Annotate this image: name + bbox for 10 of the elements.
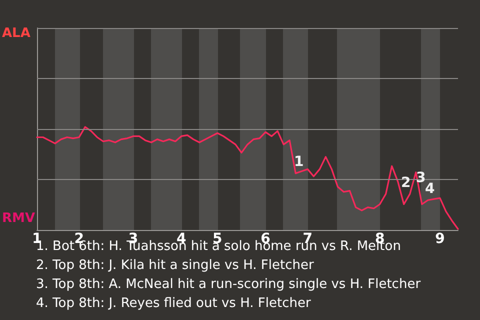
text: 3. Top 8th: A. McNeal hit a run-scoring single vs H. Fletcher <box>36 277 422 292</box>
annotation: 1 <box>294 154 304 170</box>
annotation: 3 <box>416 170 426 186</box>
annotation: 4 <box>425 181 435 197</box>
text: RMV <box>2 211 36 226</box>
x-tick-label: 9 <box>435 231 445 247</box>
text: 2. Top 8th: J. Kila hit a single vs H. Fletcher <box>36 258 314 273</box>
annotation: 2 <box>401 175 411 191</box>
text: 4. Top 8th: J. Reyes flied out vs H. Fletcher <box>36 296 312 311</box>
text: ALA <box>2 26 30 41</box>
